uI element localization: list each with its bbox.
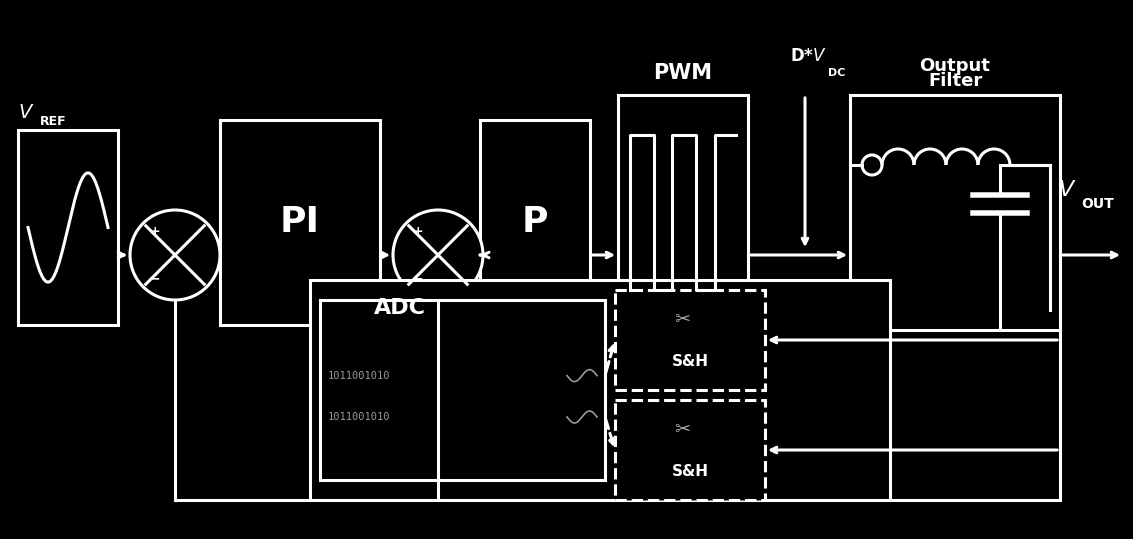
Text: $V$: $V$ <box>1058 180 1076 200</box>
Text: ADC: ADC <box>374 298 426 318</box>
Text: Output: Output <box>920 57 990 75</box>
Text: −: − <box>148 272 161 285</box>
Ellipse shape <box>393 210 483 300</box>
Text: +: + <box>412 225 423 238</box>
Text: +: + <box>150 225 160 238</box>
Bar <box>617 95 748 330</box>
Text: −: − <box>412 272 424 285</box>
Bar <box>220 120 380 325</box>
Text: ✂: ✂ <box>674 420 691 439</box>
Text: 1011001010: 1011001010 <box>327 371 391 381</box>
Text: REF: REF <box>40 115 67 128</box>
Bar <box>18 130 118 325</box>
Bar <box>480 120 590 325</box>
Text: S&H: S&H <box>672 355 708 370</box>
Text: PWM: PWM <box>654 63 713 83</box>
Ellipse shape <box>130 210 220 300</box>
Text: D*$V$: D*$V$ <box>790 47 827 65</box>
Bar <box>615 290 765 390</box>
Circle shape <box>862 155 881 175</box>
Text: $V$: $V$ <box>18 103 34 122</box>
Text: S&H: S&H <box>672 465 708 480</box>
Text: PI: PI <box>280 205 320 239</box>
Text: 1011001010: 1011001010 <box>327 412 391 422</box>
Text: DC: DC <box>828 68 845 78</box>
Bar <box>850 95 1060 330</box>
Text: ✂: ✂ <box>674 310 691 329</box>
Bar <box>615 400 765 500</box>
Bar <box>310 280 891 500</box>
Text: Filter: Filter <box>928 72 982 90</box>
Text: P: P <box>522 205 548 239</box>
Text: OUT: OUT <box>1081 197 1114 211</box>
Bar <box>320 300 605 480</box>
